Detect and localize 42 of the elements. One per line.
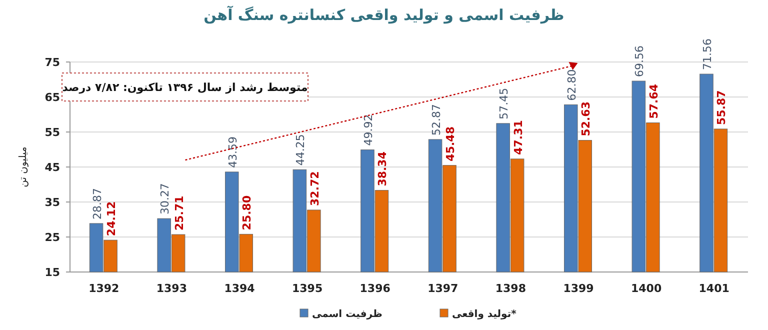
y-tick-label: 55 [44,126,60,139]
data-label: 44.25 [294,134,308,166]
x-tick-label: 1401 [698,282,730,295]
y-tick-label: 15 [44,266,60,279]
y-tick-label: 75 [44,56,60,69]
x-tick-label: 1393 [156,282,188,295]
chart-title: ظرفیت اسمی و تولید واقعی کنسانتره سنگ آهن [204,5,564,24]
y-tick-label: 65 [44,91,60,104]
annotation: متوسط رشد از سال ۱۳۹۶ تاکنون: ۷/۸۲ درصد [62,81,308,94]
data-label: 30.27 [158,183,172,215]
x-tick-label: 1396 [360,282,391,295]
data-label: 57.64 [647,84,660,119]
data-label: 45.48 [444,126,458,162]
data-label: 71.56 [700,38,714,70]
data-label: 32.72 [308,171,322,206]
x-tick-label: 1395 [292,282,323,295]
x-tick-label: 1397 [428,282,458,295]
data-label: 55.87 [715,90,728,125]
data-label: 28.87 [90,188,104,220]
data-label: 52.63 [580,102,593,136]
data-label: 38.34 [376,151,390,186]
data-label: 47.31 [512,120,525,155]
data-label: 25.71 [172,196,186,231]
legend-label: ظرفیت اسمی [312,309,382,320]
data-label: 49.92 [362,114,375,146]
x-tick-label: 1400 [630,282,662,295]
data-label: 62.80 [565,69,578,101]
x-tick-label: 1398 [495,282,526,295]
y-axis-title: میلیون تن [18,146,29,188]
x-tick-label: 1394 [224,282,256,295]
data-label: 52.87 [430,104,443,136]
data-label: 69.56 [633,46,646,78]
data-label: 43.59 [226,136,240,168]
y-tick-label: 25 [44,231,60,244]
data-label: 25.80 [240,195,254,230]
x-tick-label: 1392 [88,282,120,295]
y-tick-label: 35 [44,196,60,209]
y-tick-label: 45 [44,161,60,174]
x-tick-label: 1399 [563,282,594,295]
data-label: 24.12 [105,201,118,236]
data-label: 57.45 [498,88,511,120]
legend-label: تولید واقعی* [452,309,518,320]
